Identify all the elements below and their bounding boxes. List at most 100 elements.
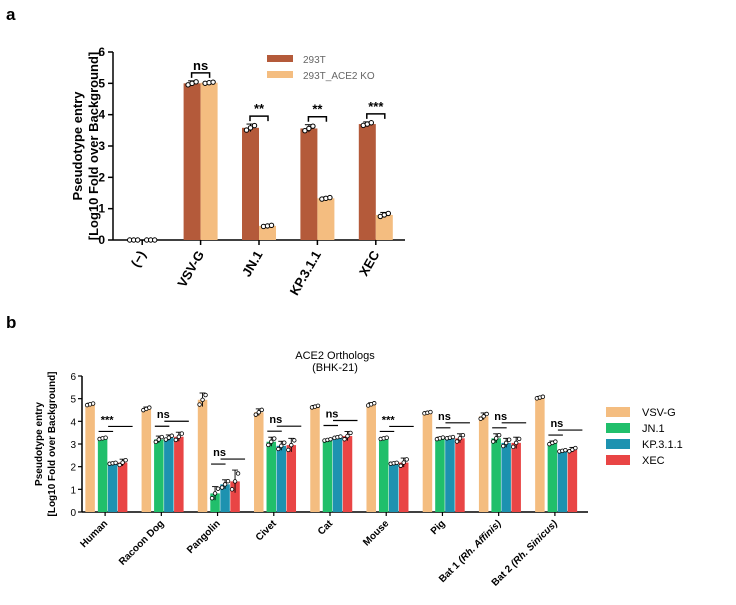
data-point bbox=[428, 409, 433, 415]
bar bbox=[455, 438, 465, 512]
bar bbox=[332, 437, 343, 512]
data-point bbox=[513, 440, 519, 446]
bar bbox=[478, 416, 489, 512]
significance-bracket bbox=[211, 458, 246, 465]
y-tick-label: 1 bbox=[70, 485, 76, 496]
data-point bbox=[282, 440, 287, 445]
y-axis-label: Pseudotype entry[Log10 Fold over Backgro… bbox=[34, 371, 58, 516]
data-point bbox=[563, 447, 568, 453]
bar bbox=[230, 481, 240, 512]
bar bbox=[259, 225, 276, 240]
data-point bbox=[302, 128, 308, 134]
data-point bbox=[147, 405, 152, 410]
bar bbox=[286, 445, 297, 512]
data-point bbox=[385, 210, 391, 217]
data-point bbox=[460, 432, 466, 438]
x-tick-label-text: Mouse bbox=[361, 518, 391, 548]
data-point bbox=[315, 403, 321, 409]
data-point bbox=[493, 436, 499, 441]
data-point bbox=[394, 460, 399, 465]
significance-label: *** bbox=[382, 414, 396, 426]
x-tick-label-text: Racoon Dog bbox=[117, 518, 166, 567]
legend-swatch bbox=[267, 55, 293, 62]
significance-bracket bbox=[307, 115, 328, 122]
data-point bbox=[235, 471, 241, 476]
data-point bbox=[166, 435, 172, 440]
data-point bbox=[286, 447, 291, 453]
y-tick-label: 6 bbox=[70, 372, 76, 383]
legend-swatch bbox=[606, 455, 630, 465]
data-point bbox=[348, 430, 353, 436]
significance-bracket bbox=[492, 422, 527, 429]
data-point bbox=[272, 436, 277, 441]
bar bbox=[535, 397, 545, 512]
x-tick-label-text: Pangolin bbox=[185, 518, 223, 556]
significance-bracket bbox=[98, 425, 133, 433]
data-point bbox=[209, 495, 215, 501]
x-tick-label: Human bbox=[78, 518, 110, 550]
data-point bbox=[179, 431, 185, 436]
y-tick-label: 2 bbox=[98, 170, 105, 184]
significance-bracket bbox=[435, 422, 470, 429]
bar bbox=[276, 445, 287, 512]
bar bbox=[154, 439, 164, 512]
bar bbox=[501, 442, 511, 512]
data-point bbox=[506, 437, 512, 442]
data-point bbox=[490, 439, 496, 444]
bar bbox=[445, 437, 455, 512]
data-point bbox=[342, 437, 347, 442]
significance-bracket bbox=[548, 429, 583, 436]
chart-title-line: ACE2 Orthologs bbox=[295, 350, 375, 362]
data-point bbox=[292, 438, 297, 443]
bar bbox=[317, 198, 335, 240]
significance-label: ns bbox=[269, 414, 282, 426]
bar bbox=[491, 438, 501, 512]
data-point bbox=[135, 237, 141, 243]
bar bbox=[358, 124, 376, 240]
x-tick-label: KP.3.1.1 bbox=[287, 248, 324, 298]
data-point bbox=[219, 485, 225, 490]
y-axis-label-line: [Log10 Fold over Background] bbox=[47, 371, 58, 516]
y-tick-label: 5 bbox=[98, 76, 105, 90]
legend-swatch bbox=[606, 423, 630, 433]
x-tick-label: Pangolin bbox=[185, 518, 223, 556]
data-point bbox=[338, 434, 343, 439]
bar bbox=[422, 412, 433, 512]
data-point bbox=[210, 79, 216, 85]
data-point bbox=[90, 401, 96, 406]
data-point bbox=[159, 434, 165, 440]
significance-label: ** bbox=[254, 101, 265, 116]
y-tick-label: 3 bbox=[98, 139, 105, 153]
significance-label: ns bbox=[193, 58, 208, 73]
x-tick-label: Pig bbox=[429, 518, 448, 537]
data-point bbox=[516, 436, 522, 442]
bar bbox=[300, 128, 318, 240]
data-point bbox=[259, 407, 264, 413]
y-tick-label: 3 bbox=[70, 440, 76, 451]
data-point bbox=[253, 412, 258, 417]
bar bbox=[322, 439, 333, 512]
data-point bbox=[117, 462, 122, 468]
data-point bbox=[306, 125, 312, 132]
bar bbox=[398, 462, 409, 512]
data-point bbox=[345, 433, 350, 439]
bar bbox=[511, 442, 521, 512]
y-tick-label: 4 bbox=[70, 417, 76, 428]
significance-bracket bbox=[190, 72, 211, 78]
y-axis-label-line: Pseudotype entry bbox=[70, 91, 85, 201]
significance-bracket bbox=[249, 115, 269, 122]
bar bbox=[200, 82, 218, 240]
significance-label: ns bbox=[213, 447, 226, 459]
data-point bbox=[481, 414, 486, 419]
chart-title: ACE2 Orthologs (BHK-21) bbox=[295, 350, 375, 374]
data-point bbox=[176, 434, 182, 439]
data-point bbox=[120, 460, 125, 465]
bar bbox=[107, 463, 118, 512]
data-point bbox=[222, 482, 228, 487]
x-tick-label: Bat 1 (Rh. Affinis) bbox=[437, 518, 504, 585]
data-point bbox=[197, 402, 202, 407]
data-point bbox=[169, 433, 175, 438]
bar bbox=[174, 436, 184, 512]
data-point bbox=[496, 432, 502, 438]
data-point bbox=[153, 439, 159, 445]
